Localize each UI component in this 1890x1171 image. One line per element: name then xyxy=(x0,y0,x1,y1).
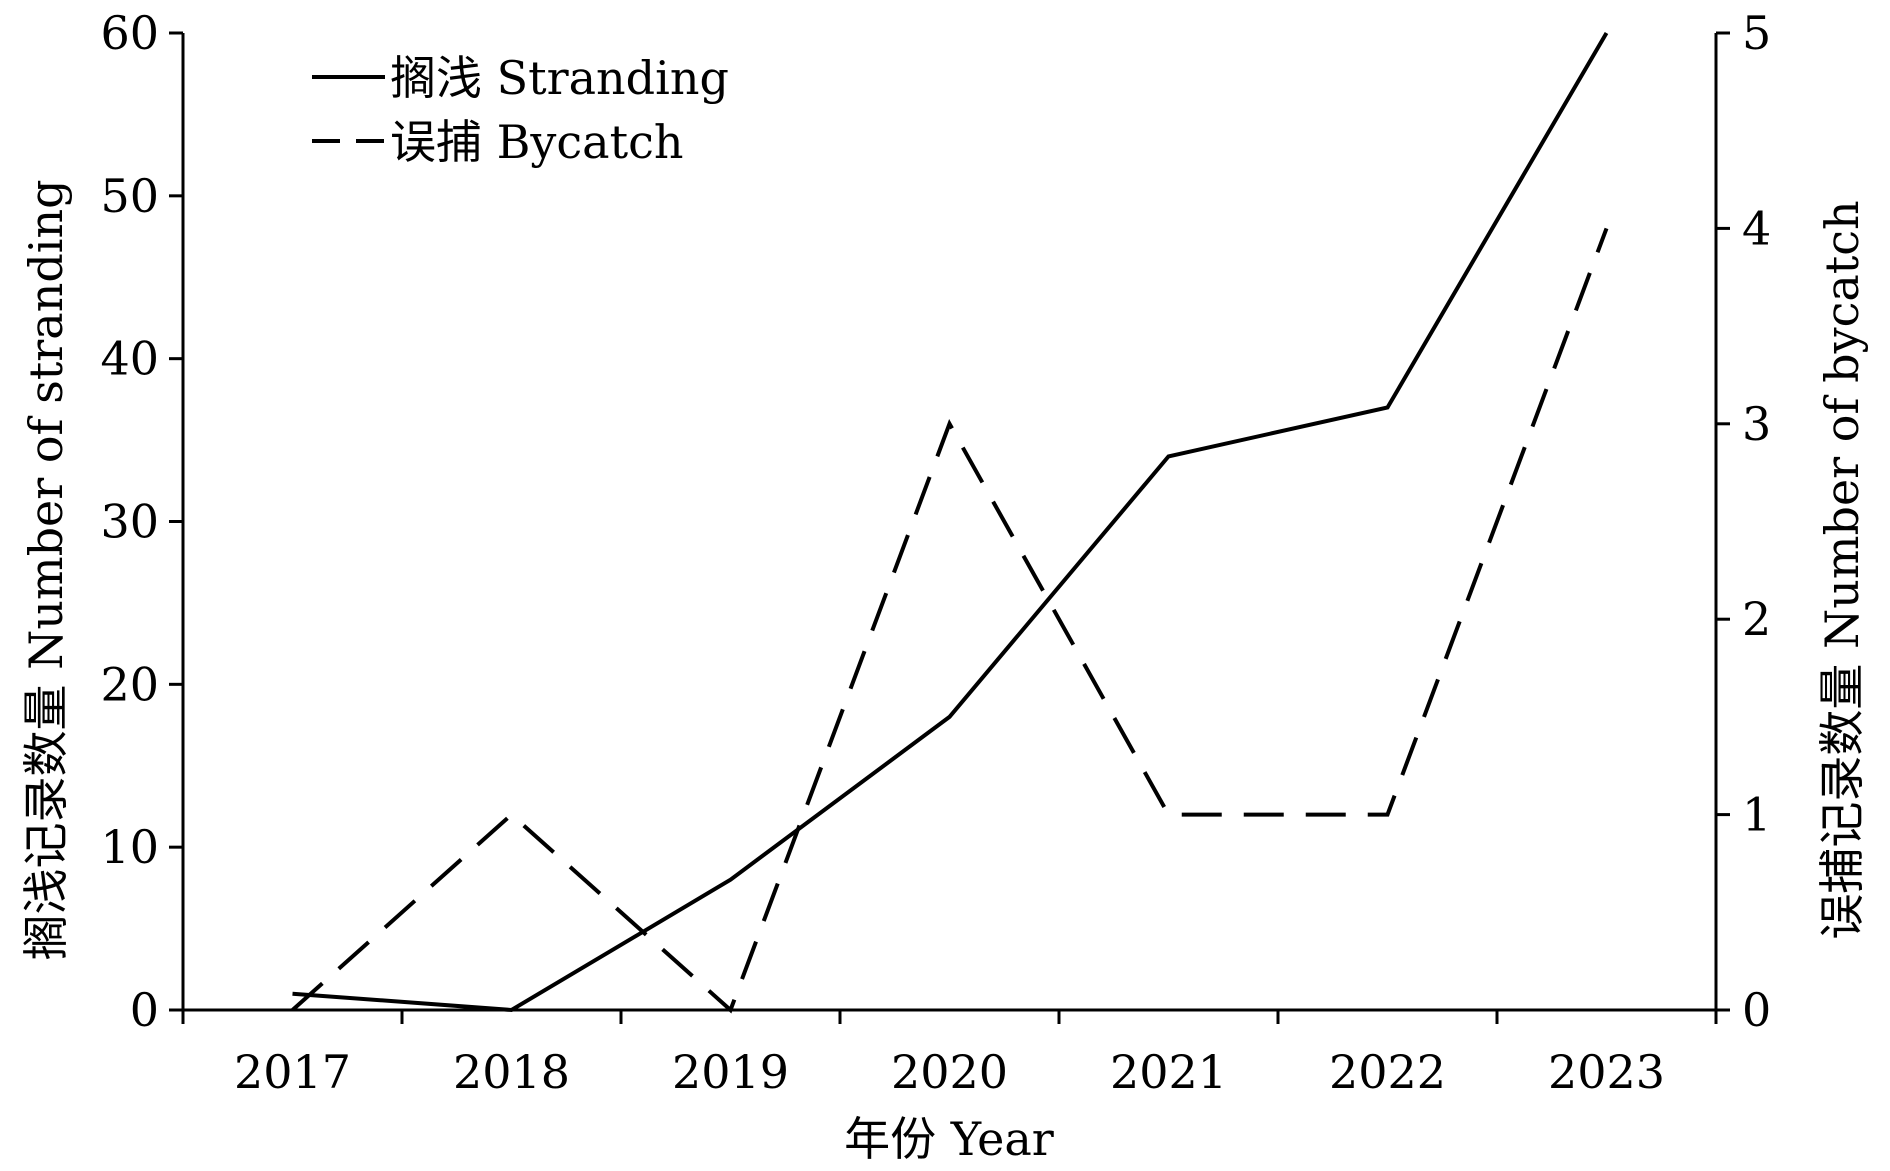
left-y-tick-label: 10 xyxy=(100,820,159,874)
left-y-tick-label: 60 xyxy=(100,6,159,60)
right-y-axis-title: 误捕记录数量 Number of bycatch xyxy=(1815,200,1869,939)
x-tick-label: 2020 xyxy=(891,1045,1008,1099)
right-y-ticks: 0 1 2 3 4 5 xyxy=(1716,6,1771,1037)
left-y-tick-label: 20 xyxy=(100,657,159,711)
axes xyxy=(181,33,1718,1012)
x-ticks: 2017 2018 2019 2020 2021 2022 2023 xyxy=(181,1010,1718,1099)
x-tick-label: 2022 xyxy=(1329,1045,1446,1099)
right-y-tick-label: 5 xyxy=(1742,6,1771,60)
x-tick-label: 2018 xyxy=(453,1045,570,1099)
right-y-tick-label: 4 xyxy=(1742,201,1771,255)
x-tick-label: 2017 xyxy=(234,1045,351,1099)
series-line-bycatch xyxy=(291,227,1609,1014)
right-y-tick-label: 0 xyxy=(1742,983,1771,1037)
left-y-ticks: 0 10 20 30 40 50 60 xyxy=(100,6,183,1037)
left-y-axis-title: 搁浅记录数量 Number of stranding xyxy=(19,179,73,960)
left-y-tick-label: 40 xyxy=(100,332,159,386)
left-y-tick-label: 30 xyxy=(100,495,159,549)
left-y-tick-label: 0 xyxy=(130,983,159,1037)
right-y-tick-label: 2 xyxy=(1742,592,1771,646)
legend-label-stranding: 搁浅 Stranding xyxy=(390,51,729,105)
x-axis-title: 年份 Year xyxy=(844,1112,1054,1166)
legend: 搁浅 Stranding 误捕 Bycatch xyxy=(312,51,729,169)
left-y-tick-label: 50 xyxy=(100,169,159,223)
series-layer xyxy=(291,31,1609,1014)
series-line-stranding xyxy=(292,31,1609,1013)
x-tick-label: 2019 xyxy=(672,1045,789,1099)
x-tick-label: 2021 xyxy=(1110,1045,1227,1099)
x-tick-label: 2023 xyxy=(1548,1045,1665,1099)
right-y-tick-label: 1 xyxy=(1742,788,1771,842)
legend-label-bycatch: 误捕 Bycatch xyxy=(390,115,683,169)
right-y-tick-label: 3 xyxy=(1742,397,1771,451)
